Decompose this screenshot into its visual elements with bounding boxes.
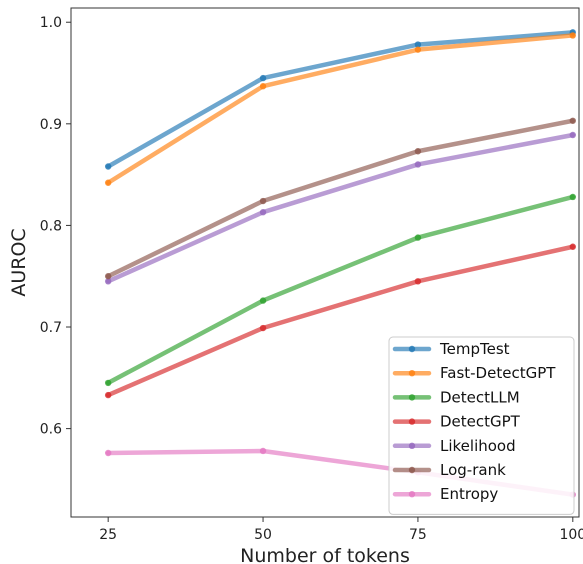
- legend-entry-entropy: Entropy: [392, 485, 498, 503]
- series-line-temptest: [105, 30, 576, 169]
- point-fast-detectgpt-100: [569, 32, 576, 39]
- y-axis-title: AUROC: [8, 228, 30, 296]
- point-detectgpt-75: [414, 278, 422, 285]
- point-detectgpt-100: [569, 243, 576, 250]
- legend-entry-log-rank: Log-rank: [392, 461, 506, 479]
- legend-label: DetectLLM: [440, 388, 520, 406]
- point-entropy-25: [104, 449, 112, 457]
- series-fast-detectgpt: [104, 32, 576, 186]
- point-detectllm-75: [414, 234, 422, 241]
- plot-frame: [70, 7, 580, 518]
- legend-label: Likelihood: [440, 437, 516, 455]
- point-log-rank-25: [104, 273, 112, 280]
- legend-entry-temptest: TempTest: [392, 340, 510, 358]
- point-likelihood-75: [414, 161, 422, 168]
- x-tick-label: 25: [99, 527, 117, 543]
- series-detectllm: [104, 193, 576, 387]
- series-detectgpt: [104, 243, 576, 399]
- point-likelihood-25: [104, 278, 112, 285]
- series-log-rank: [104, 117, 576, 280]
- legend-label: Entropy: [440, 485, 498, 503]
- x-axis-title: Number of tokens: [240, 545, 410, 564]
- point-fast-detectgpt-50: [259, 83, 267, 90]
- y-tick-label: 0.7: [40, 320, 62, 336]
- legend-label: Fast-DetectGPT: [440, 364, 556, 382]
- point-detectllm-25: [104, 379, 112, 387]
- point-log-rank-75: [414, 148, 422, 155]
- series-line-log-rank: [105, 118, 576, 279]
- legend-label: TempTest: [439, 340, 510, 358]
- point-detectgpt-50: [259, 324, 267, 332]
- legend-marker: [408, 491, 416, 498]
- legend-marker: [408, 466, 416, 474]
- x-tick-label: 75: [409, 527, 427, 543]
- legend-marker: [408, 370, 416, 377]
- legend-box: [388, 336, 575, 515]
- point-fast-detectgpt-25: [104, 179, 112, 186]
- legend-entry-likelihood: Likelihood: [392, 437, 516, 455]
- series-likelihood: [104, 131, 576, 285]
- point-fast-detectgpt-75: [414, 46, 422, 53]
- point-temptest-50: [259, 74, 267, 82]
- legend-marker: [408, 442, 416, 449]
- series-line-detectllm: [105, 194, 576, 386]
- legend-marker: [408, 345, 416, 353]
- point-log-rank-100: [569, 117, 576, 124]
- point-entropy-50: [259, 447, 267, 455]
- x-tick-label: 100: [559, 527, 583, 543]
- x-tick-label: 50: [254, 527, 272, 543]
- y-tick-label: 0.8: [40, 218, 62, 234]
- y-tick-label: 1.0: [40, 15, 62, 31]
- legend-entry-detectgpt: DetectGPT: [392, 413, 521, 431]
- legend-marker: [408, 418, 416, 425]
- legend-entry-fast-detectgpt: Fast-DetectGPT: [392, 364, 556, 382]
- series-line-likelihood: [105, 132, 576, 284]
- legend-entry-detectllm: DetectLLM: [392, 388, 520, 406]
- legend-label: Log-rank: [440, 461, 506, 479]
- point-temptest-25: [104, 163, 112, 170]
- point-temptest-75: [414, 41, 422, 48]
- point-detectgpt-25: [104, 391, 112, 399]
- point-likelihood-100: [569, 131, 576, 139]
- point-detectllm-50: [259, 297, 267, 304]
- series-line-fast-detectgpt: [105, 33, 576, 185]
- point-detectllm-100: [569, 193, 576, 201]
- y-tick-label: 0.9: [40, 117, 62, 133]
- tick-layer: 25 50 75 100 0.6 0.7 0.8 0.9 1.0: [40, 15, 583, 543]
- series-line-detectgpt: [105, 244, 576, 398]
- point-likelihood-50: [259, 209, 267, 216]
- legend-marker: [408, 394, 416, 401]
- point-log-rank-50: [259, 197, 267, 205]
- legend: TempTest Fast-DetectGPT DetectLLM DetectGPT…: [388, 336, 575, 515]
- y-tick-label: 0.6: [40, 422, 62, 438]
- legend-label: DetectGPT: [440, 413, 521, 431]
